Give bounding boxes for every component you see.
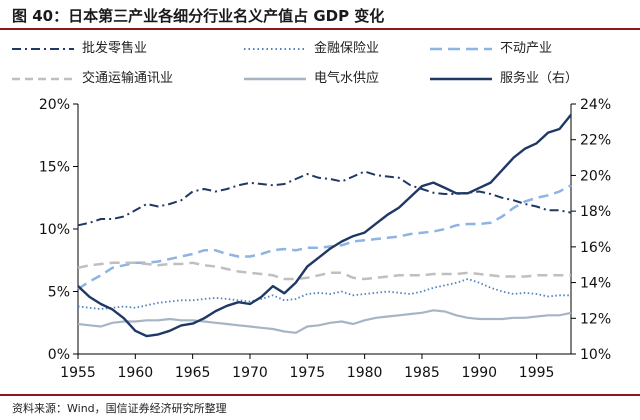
legend-label-finance: 金融保险业 bbox=[314, 41, 380, 56]
legend-label-wholesale: 批发零售业 bbox=[82, 41, 148, 56]
x-tick-label: 1960 bbox=[118, 365, 154, 381]
source-note: 资料来源：Wind，国信证券经济研究所整理 bbox=[12, 402, 227, 415]
x-tick-label: 1980 bbox=[347, 365, 383, 381]
x-tick-label: 1990 bbox=[461, 365, 497, 381]
line-chart: 0% 5% 10% 15% 20% 10% 12% 14% 16% 18% 20% 22% 24% 195… bbox=[39, 97, 611, 381]
x-tick-label: 1970 bbox=[232, 365, 268, 381]
y-right-tick-label: 12% bbox=[580, 311, 611, 327]
chart-title: 图 40：日本第三产业各细分行业名义产值占 GDP 变化 bbox=[12, 7, 385, 25]
x-tick-label: 1995 bbox=[519, 365, 555, 381]
y-right-tick-label: 16% bbox=[580, 240, 611, 256]
y-left-tick-label: 10% bbox=[39, 222, 70, 238]
legend-swatch-dashed-gray bbox=[12, 77, 74, 81]
title-bar: 图 40：日本第三产业各细分行业名义产值占 GDP 变化 bbox=[0, 0, 640, 30]
x-tick-label: 1975 bbox=[289, 365, 325, 381]
y-left-tick-label: 5% bbox=[48, 285, 70, 301]
y-left-tick-label: 20% bbox=[39, 97, 70, 113]
legend-swatch-dotted bbox=[244, 48, 306, 50]
y-right-tick-label: 24% bbox=[580, 97, 611, 113]
legend-label-transport: 交通运输通讯业 bbox=[82, 71, 174, 86]
y-left-tick-label: 15% bbox=[39, 160, 70, 176]
legend-swatch-solid-navy bbox=[430, 77, 492, 81]
y-right-tick-label: 20% bbox=[580, 168, 611, 184]
y-right-tick-label: 22% bbox=[580, 133, 611, 149]
y-right-tick-label: 14% bbox=[580, 276, 611, 292]
series-line-5 bbox=[77, 113, 572, 338]
series-line-2 bbox=[77, 184, 572, 291]
legend-label-realestate: 不动产业 bbox=[500, 41, 553, 56]
legend-label-services: 服务业（右） bbox=[500, 71, 579, 86]
legend-swatch-dashdot bbox=[12, 48, 74, 50]
series-line-1 bbox=[77, 278, 571, 310]
series-line-4 bbox=[77, 309, 572, 334]
legend-label-utilities: 电气水供应 bbox=[314, 71, 380, 86]
y-right-tick-label: 18% bbox=[580, 204, 611, 220]
series-line-0 bbox=[77, 170, 572, 227]
x-tick-label: 1965 bbox=[175, 365, 211, 381]
y-left-tick-label: 0% bbox=[48, 347, 70, 363]
y-right-tick-label: 10% bbox=[580, 347, 611, 363]
legend-swatch-solid-gray bbox=[244, 77, 306, 81]
legend-swatch-dashed-blue bbox=[430, 47, 492, 51]
legend: 批发零售业 金融保险业 不动产业 交通运输通讯业 电气水供应 服务业（右） bbox=[10, 40, 635, 102]
x-tick-label: 1955 bbox=[60, 365, 96, 381]
x-tick-label: 1985 bbox=[404, 365, 440, 381]
series-line-3 bbox=[77, 261, 571, 281]
source-bar: 资料来源：Wind，国信证券经济研究所整理 bbox=[0, 394, 640, 420]
